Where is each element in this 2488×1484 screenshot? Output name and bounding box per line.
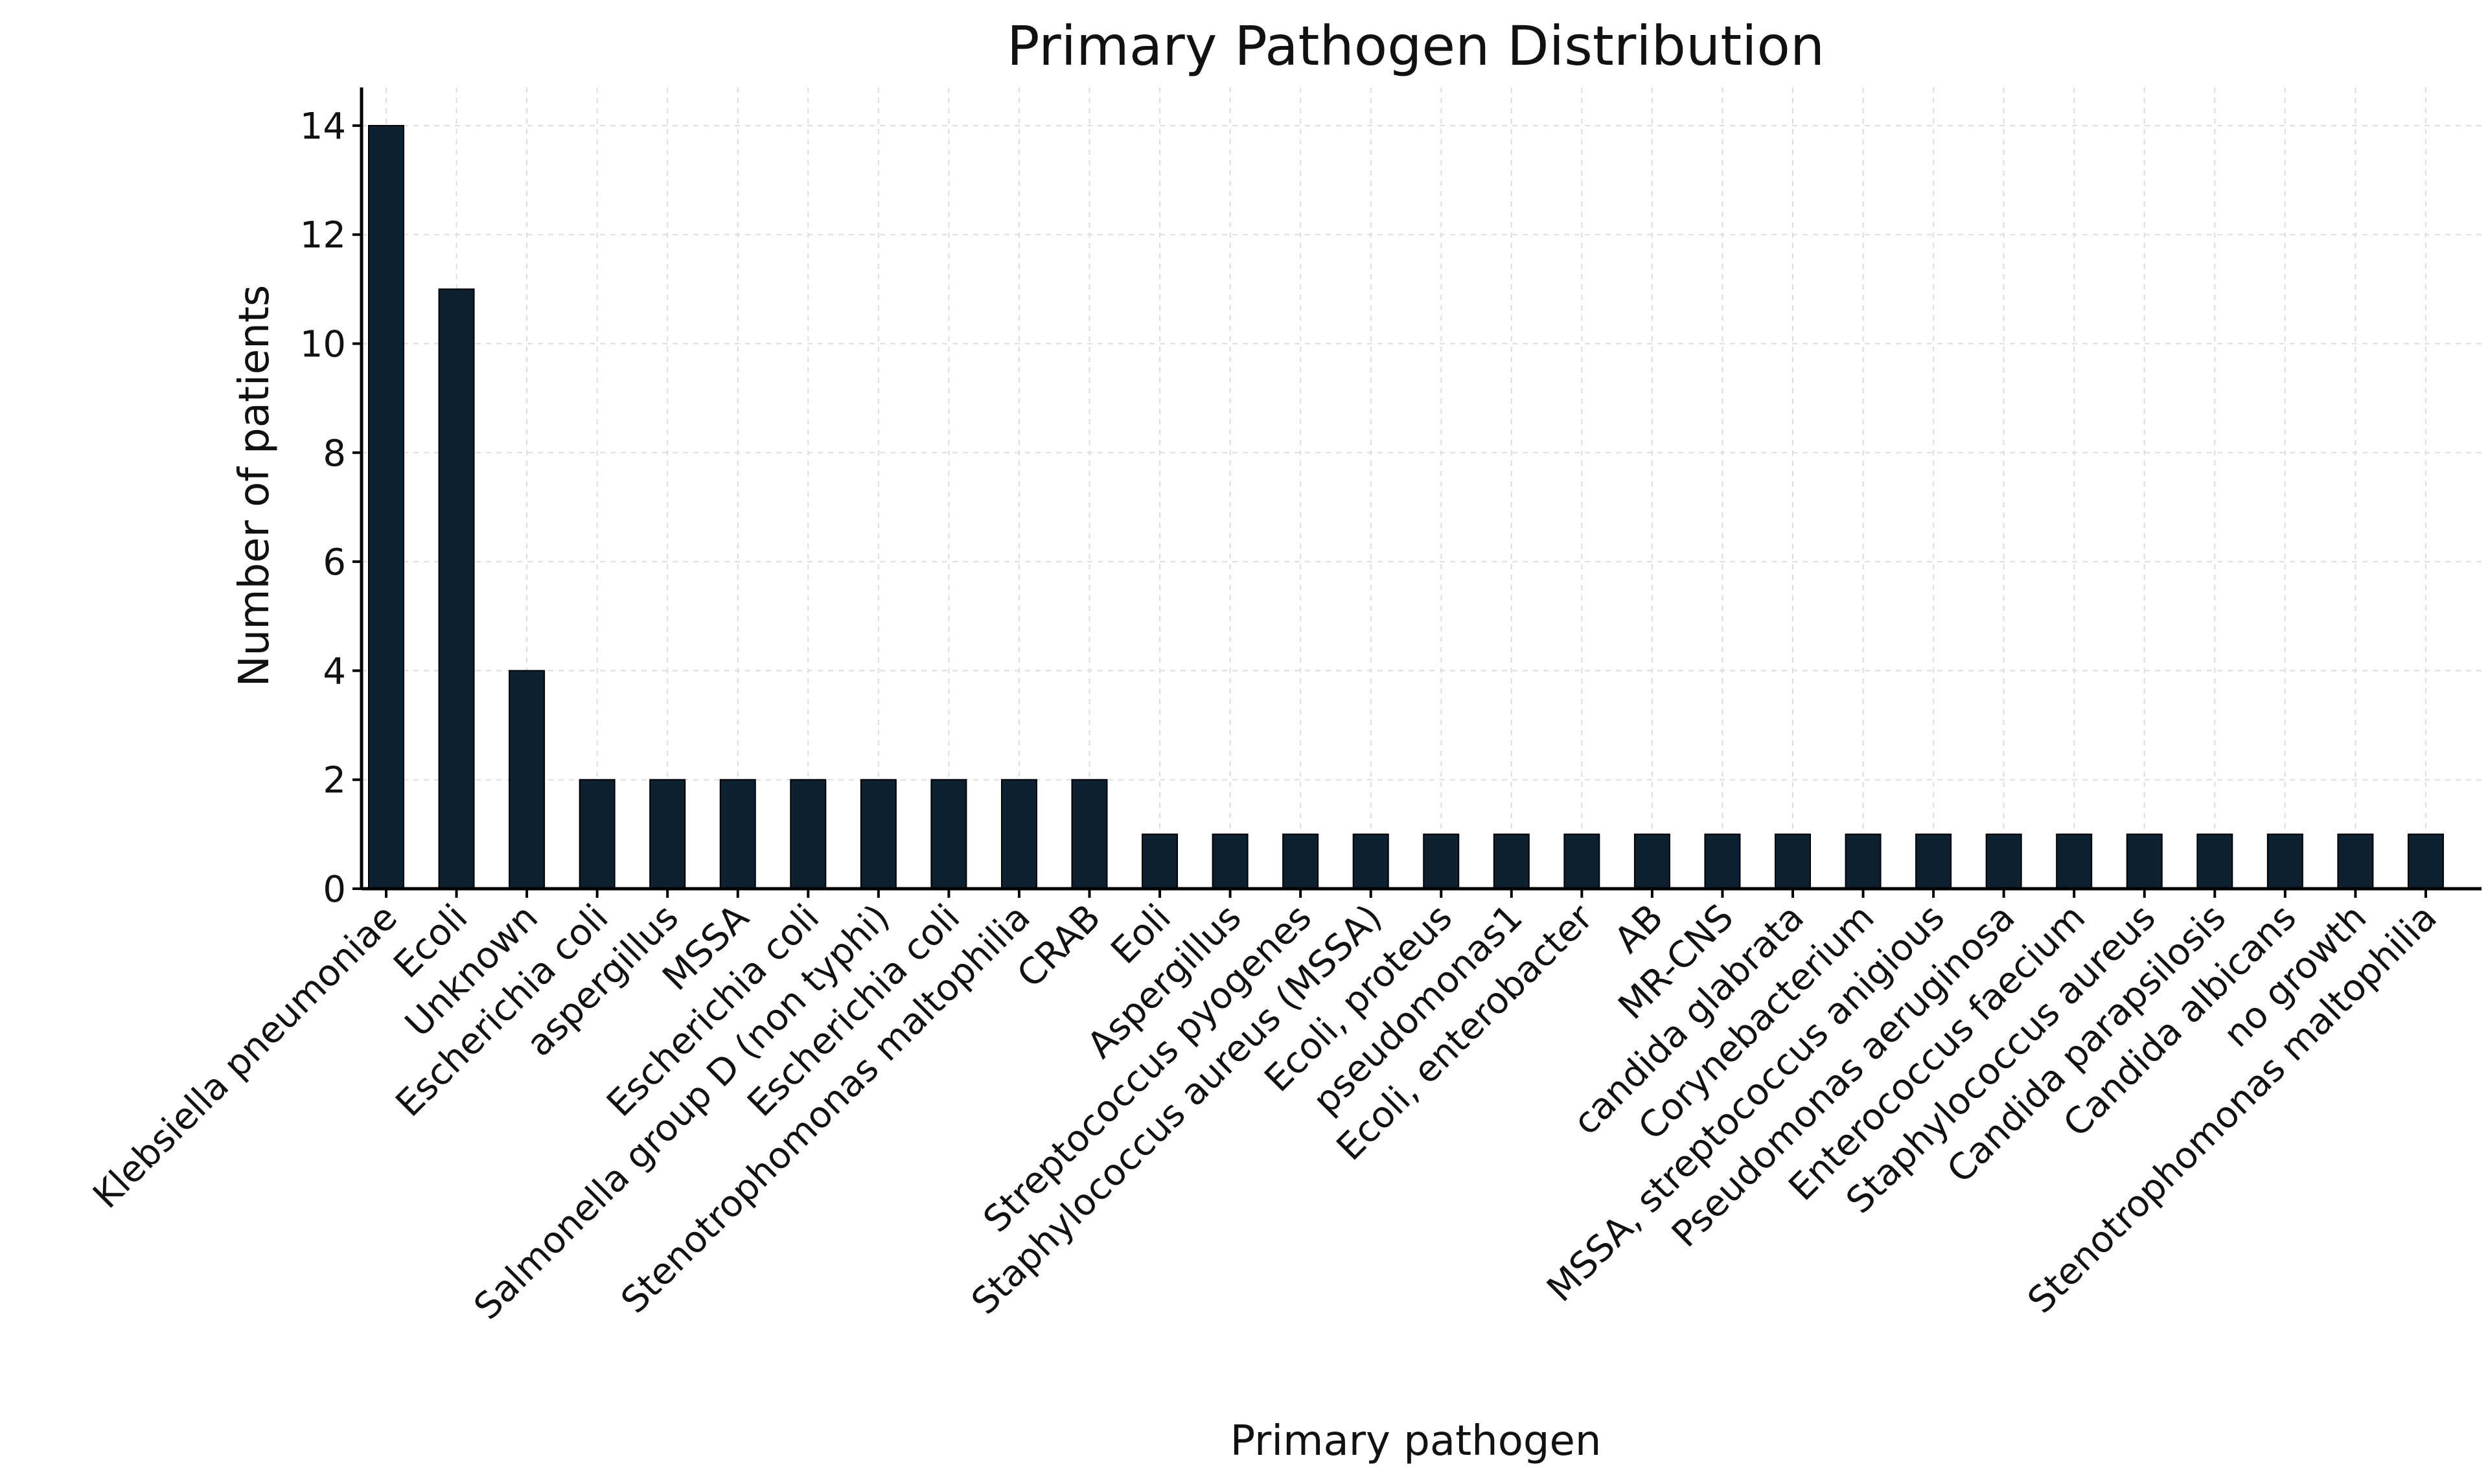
bar — [2407, 833, 2444, 889]
y-tick-label: 6 — [323, 542, 346, 584]
bar — [719, 779, 756, 889]
bar — [368, 124, 404, 889]
bar — [2196, 833, 2233, 889]
y-tick-label: 14 — [300, 106, 346, 148]
y-tick-label: 0 — [323, 869, 346, 911]
bar — [930, 779, 967, 889]
y-axis-label: Number of patients — [231, 285, 279, 687]
y-tick-label: 12 — [300, 214, 346, 257]
x-axis-label: Primary pathogen — [1230, 1417, 1602, 1465]
bar — [1704, 833, 1741, 889]
bars — [368, 124, 2444, 889]
chart-title: Primary Pathogen Distribution — [1007, 14, 1825, 78]
y-tick-label: 8 — [323, 433, 346, 475]
axes — [360, 87, 2482, 891]
bar — [1352, 833, 1389, 889]
bar — [1000, 779, 1037, 889]
bar — [1915, 833, 1952, 889]
bar — [1142, 833, 1179, 889]
y-tick-label: 10 — [300, 324, 346, 366]
y-tick-label: 2 — [323, 760, 346, 802]
bar — [1071, 779, 1108, 889]
bar — [1282, 833, 1319, 889]
bar — [790, 779, 827, 889]
bar — [1563, 833, 1600, 889]
y-ticks: 0 2 4 6 8 10 12 14 — [300, 106, 362, 911]
bar — [1845, 833, 1882, 889]
bar — [1493, 833, 1530, 889]
bar — [1985, 833, 2022, 889]
bar — [2126, 833, 2163, 889]
bar — [1423, 833, 1460, 889]
bar — [438, 288, 475, 889]
x-tick-label: CRAB — [1009, 896, 1109, 996]
bar — [860, 779, 897, 889]
bar — [649, 779, 686, 889]
bar — [2337, 833, 2374, 889]
bar — [1212, 833, 1249, 889]
x-ticks: Klebsiella pneumoniaeEcoliUnknownEscheri… — [85, 889, 2445, 1328]
bar — [2266, 833, 2303, 889]
y-tick-label: 4 — [323, 650, 346, 692]
bar — [1633, 833, 1670, 889]
bar — [579, 779, 616, 889]
grid — [362, 87, 2482, 889]
x-tick-label: Klebsiella pneumoniae — [85, 896, 405, 1216]
bar — [1775, 833, 1811, 889]
bar — [509, 670, 546, 889]
bar — [2056, 833, 2093, 889]
